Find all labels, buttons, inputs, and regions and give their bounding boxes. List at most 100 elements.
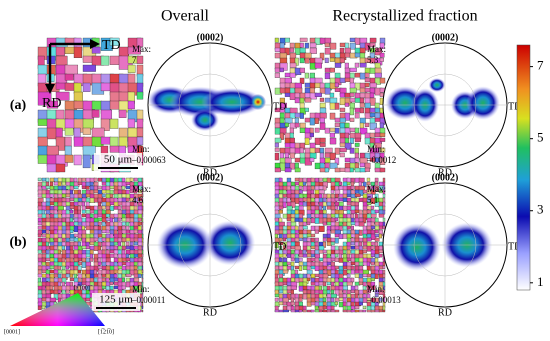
grain — [369, 97, 376, 106]
grain — [81, 237, 86, 243]
grain — [334, 177, 341, 182]
grain — [310, 233, 316, 238]
grain — [350, 253, 355, 259]
grain — [278, 301, 284, 306]
min-label: Min: — [367, 284, 385, 294]
grain — [133, 177, 138, 182]
grain — [105, 229, 110, 234]
grain — [109, 217, 114, 223]
grain — [324, 147, 333, 153]
grain — [49, 213, 55, 218]
scale-bar-label: 125 μm — [99, 294, 133, 306]
grain — [299, 67, 305, 74]
grain — [109, 249, 115, 254]
grain — [370, 205, 375, 210]
pf-rd: RD — [203, 167, 217, 178]
grain — [306, 233, 312, 238]
grain — [136, 136, 144, 146]
grain — [290, 213, 296, 218]
grain — [49, 205, 54, 211]
grain — [141, 309, 144, 313]
grain — [314, 229, 319, 234]
axis-label: TD — [102, 38, 121, 53]
grain — [37, 136, 48, 148]
grain — [279, 147, 286, 154]
grain — [339, 57, 345, 64]
grain — [359, 82, 366, 89]
grain — [334, 117, 341, 123]
ipf-legend: [0001] [1̅21̅0] [1̅100] — [4, 284, 114, 335]
grain — [64, 73, 74, 81]
grain — [113, 229, 118, 235]
grain — [359, 127, 368, 135]
grain — [121, 285, 126, 290]
grain — [304, 72, 309, 79]
grain — [306, 301, 312, 307]
grain — [339, 97, 346, 106]
grain — [73, 285, 77, 290]
grain — [379, 57, 384, 62]
grain — [370, 269, 376, 275]
grain — [69, 197, 75, 202]
grain — [37, 305, 42, 310]
grain — [77, 237, 82, 242]
grain — [362, 217, 367, 224]
grain — [330, 293, 337, 298]
grain — [61, 181, 66, 186]
grain — [330, 261, 335, 267]
grain — [294, 122, 300, 128]
grain — [274, 122, 281, 129]
grain — [100, 55, 110, 66]
grain — [302, 225, 308, 230]
grain — [81, 257, 87, 263]
grain — [77, 225, 82, 230]
grain — [334, 309, 340, 313]
grain — [81, 261, 86, 268]
max-value: 7 — [132, 55, 137, 65]
grain — [65, 289, 70, 294]
grain — [37, 301, 43, 307]
grain — [358, 309, 364, 313]
min-value: –0.0012 — [366, 155, 396, 165]
grain — [310, 297, 316, 303]
grain — [294, 237, 300, 242]
grain — [350, 265, 355, 270]
grain — [282, 253, 287, 258]
grain — [286, 205, 293, 211]
grain — [284, 167, 292, 173]
grain — [274, 309, 280, 313]
grain — [378, 245, 384, 251]
grain — [326, 233, 331, 239]
grain — [81, 177, 86, 182]
grain — [324, 157, 331, 163]
grain — [77, 269, 82, 274]
grain — [330, 305, 335, 311]
grain — [319, 117, 325, 124]
grain — [45, 249, 50, 255]
grain — [350, 297, 355, 303]
grain — [290, 277, 296, 282]
grain — [89, 189, 94, 195]
grain — [279, 57, 288, 64]
grain — [105, 205, 111, 211]
grain — [344, 47, 351, 54]
grain — [374, 117, 381, 122]
grain — [37, 221, 43, 226]
grain — [57, 249, 61, 254]
grain — [326, 309, 331, 313]
grain — [366, 177, 371, 182]
grain — [129, 177, 134, 182]
grain — [81, 205, 86, 211]
column-title: Overall — [161, 8, 210, 25]
grain — [136, 127, 144, 137]
grain — [382, 209, 386, 215]
grain — [105, 253, 111, 259]
grain — [289, 62, 297, 68]
grain — [282, 237, 287, 242]
grain — [89, 249, 94, 255]
grain — [382, 269, 386, 275]
grain — [286, 245, 292, 250]
grain — [77, 221, 83, 226]
grain — [349, 97, 356, 103]
pf-ring — [413, 73, 477, 137]
